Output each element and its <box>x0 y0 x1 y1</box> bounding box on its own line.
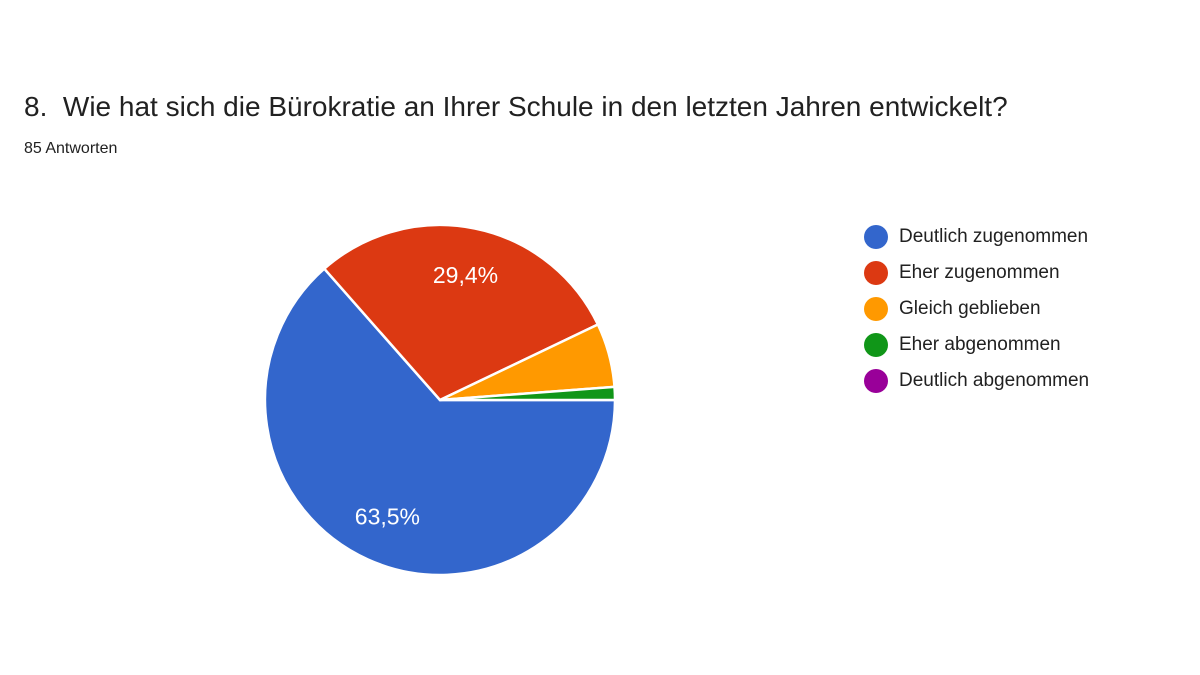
legend-item-deutlich-abgenommen: Deutlich abgenommen <box>864 369 1089 393</box>
slice-percentage-label-deutlich-zugenommen: 63,5% <box>355 503 420 529</box>
chart-legend: Deutlich zugenommen Eher zugenommen Gleich… <box>864 225 1089 405</box>
legend-label-gleich-geblieben: Gleich geblieben <box>899 298 1041 319</box>
legend-item-eher-abgenommen: Eher abgenommen <box>864 333 1089 357</box>
slice-percentage-label-eher-zugenommen: 29,4% <box>433 262 498 288</box>
legend-color-dot-deutlich-zugenommen <box>864 225 888 249</box>
legend-label-eher-zugenommen: Eher zugenommen <box>899 262 1060 283</box>
legend-item-deutlich-zugenommen: Deutlich zugenommen <box>864 225 1089 249</box>
legend-color-dot-eher-zugenommen <box>864 261 888 285</box>
legend-item-gleich-geblieben: Gleich geblieben <box>864 297 1089 321</box>
pie-chart: 63,5% 29,4% <box>263 223 617 577</box>
legend-label-eher-abgenommen: Eher abgenommen <box>899 334 1061 355</box>
pie-slice-eher-abgenommen[interactable] <box>438 385 617 402</box>
pie-slice-deutlich-zugenommen[interactable] <box>263 267 617 577</box>
pie-chart-container: 63,5% 29,4% <box>260 220 620 580</box>
question-title: 8. Wie hat sich die Bürokratie an Ihrer … <box>24 91 1008 122</box>
legend-label-deutlich-zugenommen: Deutlich zugenommen <box>899 226 1089 247</box>
legend-item-eher-zugenommen: Eher zugenommen <box>864 261 1089 285</box>
legend-color-dot-eher-abgenommen <box>864 333 888 357</box>
legend-label-deutlich-abgenommen: Deutlich abgenommen <box>899 370 1090 391</box>
legend-color-dot-deutlich-abgenommen <box>864 369 888 393</box>
responses-count: 85 Antworten <box>24 140 118 157</box>
legend-color-dot-gleich-geblieben <box>864 297 888 321</box>
